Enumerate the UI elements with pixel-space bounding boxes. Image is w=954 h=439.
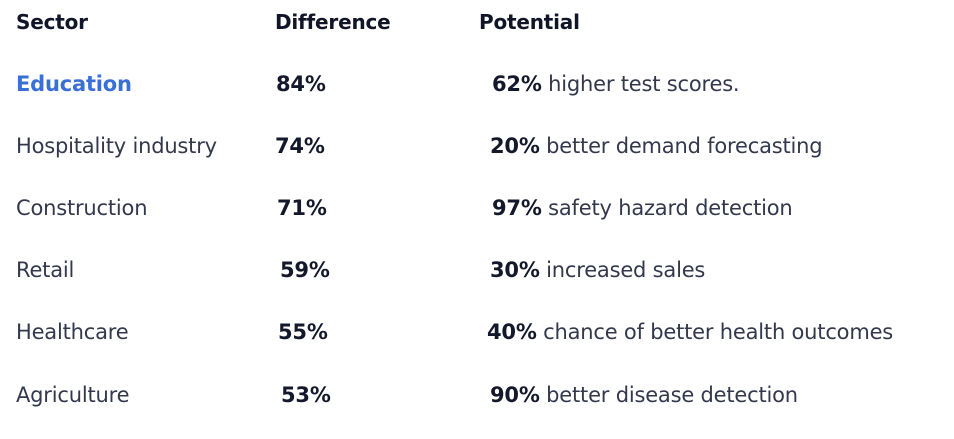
potential-value: 97% xyxy=(492,196,542,220)
table-header-row: Sector Difference Potential xyxy=(0,2,954,42)
potential-cell: 20% better demand forecasting xyxy=(490,126,823,166)
sector-cell: Retail xyxy=(16,258,75,282)
sector-cell: Healthcare xyxy=(16,320,129,344)
difference-cell: 59% xyxy=(280,258,330,282)
table-row: Education 84% 62% higher test scores. xyxy=(0,64,954,104)
difference-cell: 71% xyxy=(277,196,327,220)
difference-cell: 53% xyxy=(281,383,331,407)
potential-text: safety hazard detection xyxy=(541,196,793,220)
header-difference: Difference xyxy=(275,10,391,34)
potential-text: chance of better health outcomes xyxy=(536,320,894,344)
difference-cell: 74% xyxy=(275,134,325,158)
potential-cell: 40% chance of better health outcomes xyxy=(487,312,893,352)
potential-text: better disease detection xyxy=(539,383,798,407)
table-row: Healthcare 55% 40% chance of better heal… xyxy=(0,312,954,352)
sector-cell: Hospitality industry xyxy=(16,134,217,158)
difference-cell: 84% xyxy=(276,72,326,96)
potential-value: 40% xyxy=(487,320,537,344)
potential-value: 30% xyxy=(490,258,540,282)
table-row: Construction 71% 97% safety hazard detec… xyxy=(0,188,954,228)
potential-text: increased sales xyxy=(539,258,706,282)
potential-cell: 62% higher test scores. xyxy=(492,64,740,104)
potential-cell: 97% safety hazard detection xyxy=(492,188,793,228)
header-sector: Sector xyxy=(16,10,88,34)
potential-text: better demand forecasting xyxy=(539,134,823,158)
table-row: Retail 59% 30% increased sales xyxy=(0,250,954,290)
table-row: Agriculture 53% 90% better disease detec… xyxy=(0,375,954,415)
potential-cell: 90% better disease detection xyxy=(490,375,798,415)
header-potential: Potential xyxy=(479,10,580,34)
sector-cell: Construction xyxy=(16,196,148,220)
potential-value: 20% xyxy=(490,134,540,158)
potential-value: 90% xyxy=(490,383,540,407)
potential-value: 62% xyxy=(492,72,542,96)
sector-cell: Agriculture xyxy=(16,383,130,407)
potential-text: higher test scores. xyxy=(541,72,740,96)
difference-cell: 55% xyxy=(278,320,328,344)
table-row: Hospitality industry 74% 20% better dema… xyxy=(0,126,954,166)
potential-cell: 30% increased sales xyxy=(490,250,705,290)
sector-cell[interactable]: Education xyxy=(16,72,132,96)
